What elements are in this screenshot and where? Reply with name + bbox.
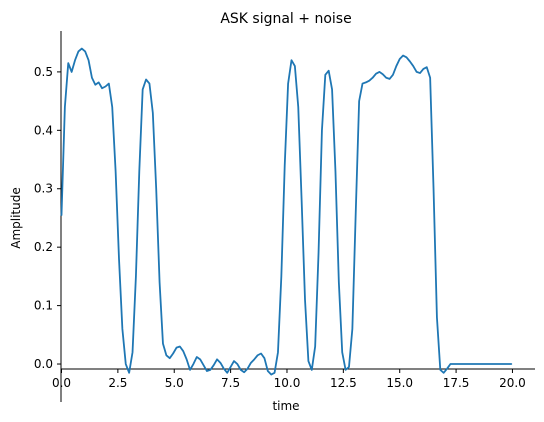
x-tick-label: 0.0 — [52, 376, 71, 390]
chart-title: ASK signal + noise — [220, 11, 351, 27]
x-tick-label: 7.5 — [221, 376, 240, 390]
y-tick-label: 0.4 — [34, 123, 53, 137]
x-tick-label: 10.0 — [274, 376, 301, 390]
x-axis-ticks: 0.0 2.5 5.0 7.5 10.0 12.5 15.0 17.5 20.0 — [52, 369, 526, 390]
y-tick-label: 0.2 — [34, 240, 53, 254]
y-axis-label: Amplitude — [9, 187, 23, 249]
x-tick-label: 12.5 — [330, 376, 357, 390]
x-tick-label: 5.0 — [165, 376, 184, 390]
y-tick-label: 0.3 — [34, 182, 53, 196]
x-tick-label: 17.5 — [443, 376, 470, 390]
y-tick-label: 0.0 — [34, 357, 53, 371]
x-tick-label: 2.5 — [108, 376, 127, 390]
y-tick-label: 0.1 — [34, 299, 53, 313]
x-tick-label: 20.0 — [499, 376, 526, 390]
x-axis-label: time — [272, 399, 299, 413]
signal-line — [60, 47, 513, 376]
y-tick-label: 0.5 — [34, 65, 53, 79]
y-axis-ticks: 0.0 0.1 0.2 0.3 0.4 0.5 — [34, 65, 61, 371]
x-tick-label: 15.0 — [386, 376, 413, 390]
